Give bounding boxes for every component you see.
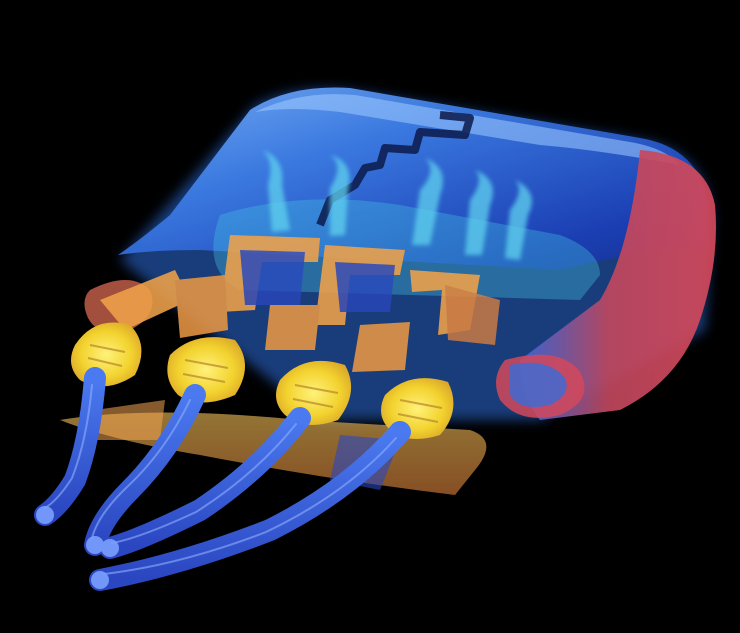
- contact-pins: [100, 235, 500, 372]
- wire-bundle: [34, 367, 411, 591]
- inner-contact-springs: [262, 150, 532, 260]
- crimp-terminals: [71, 322, 454, 439]
